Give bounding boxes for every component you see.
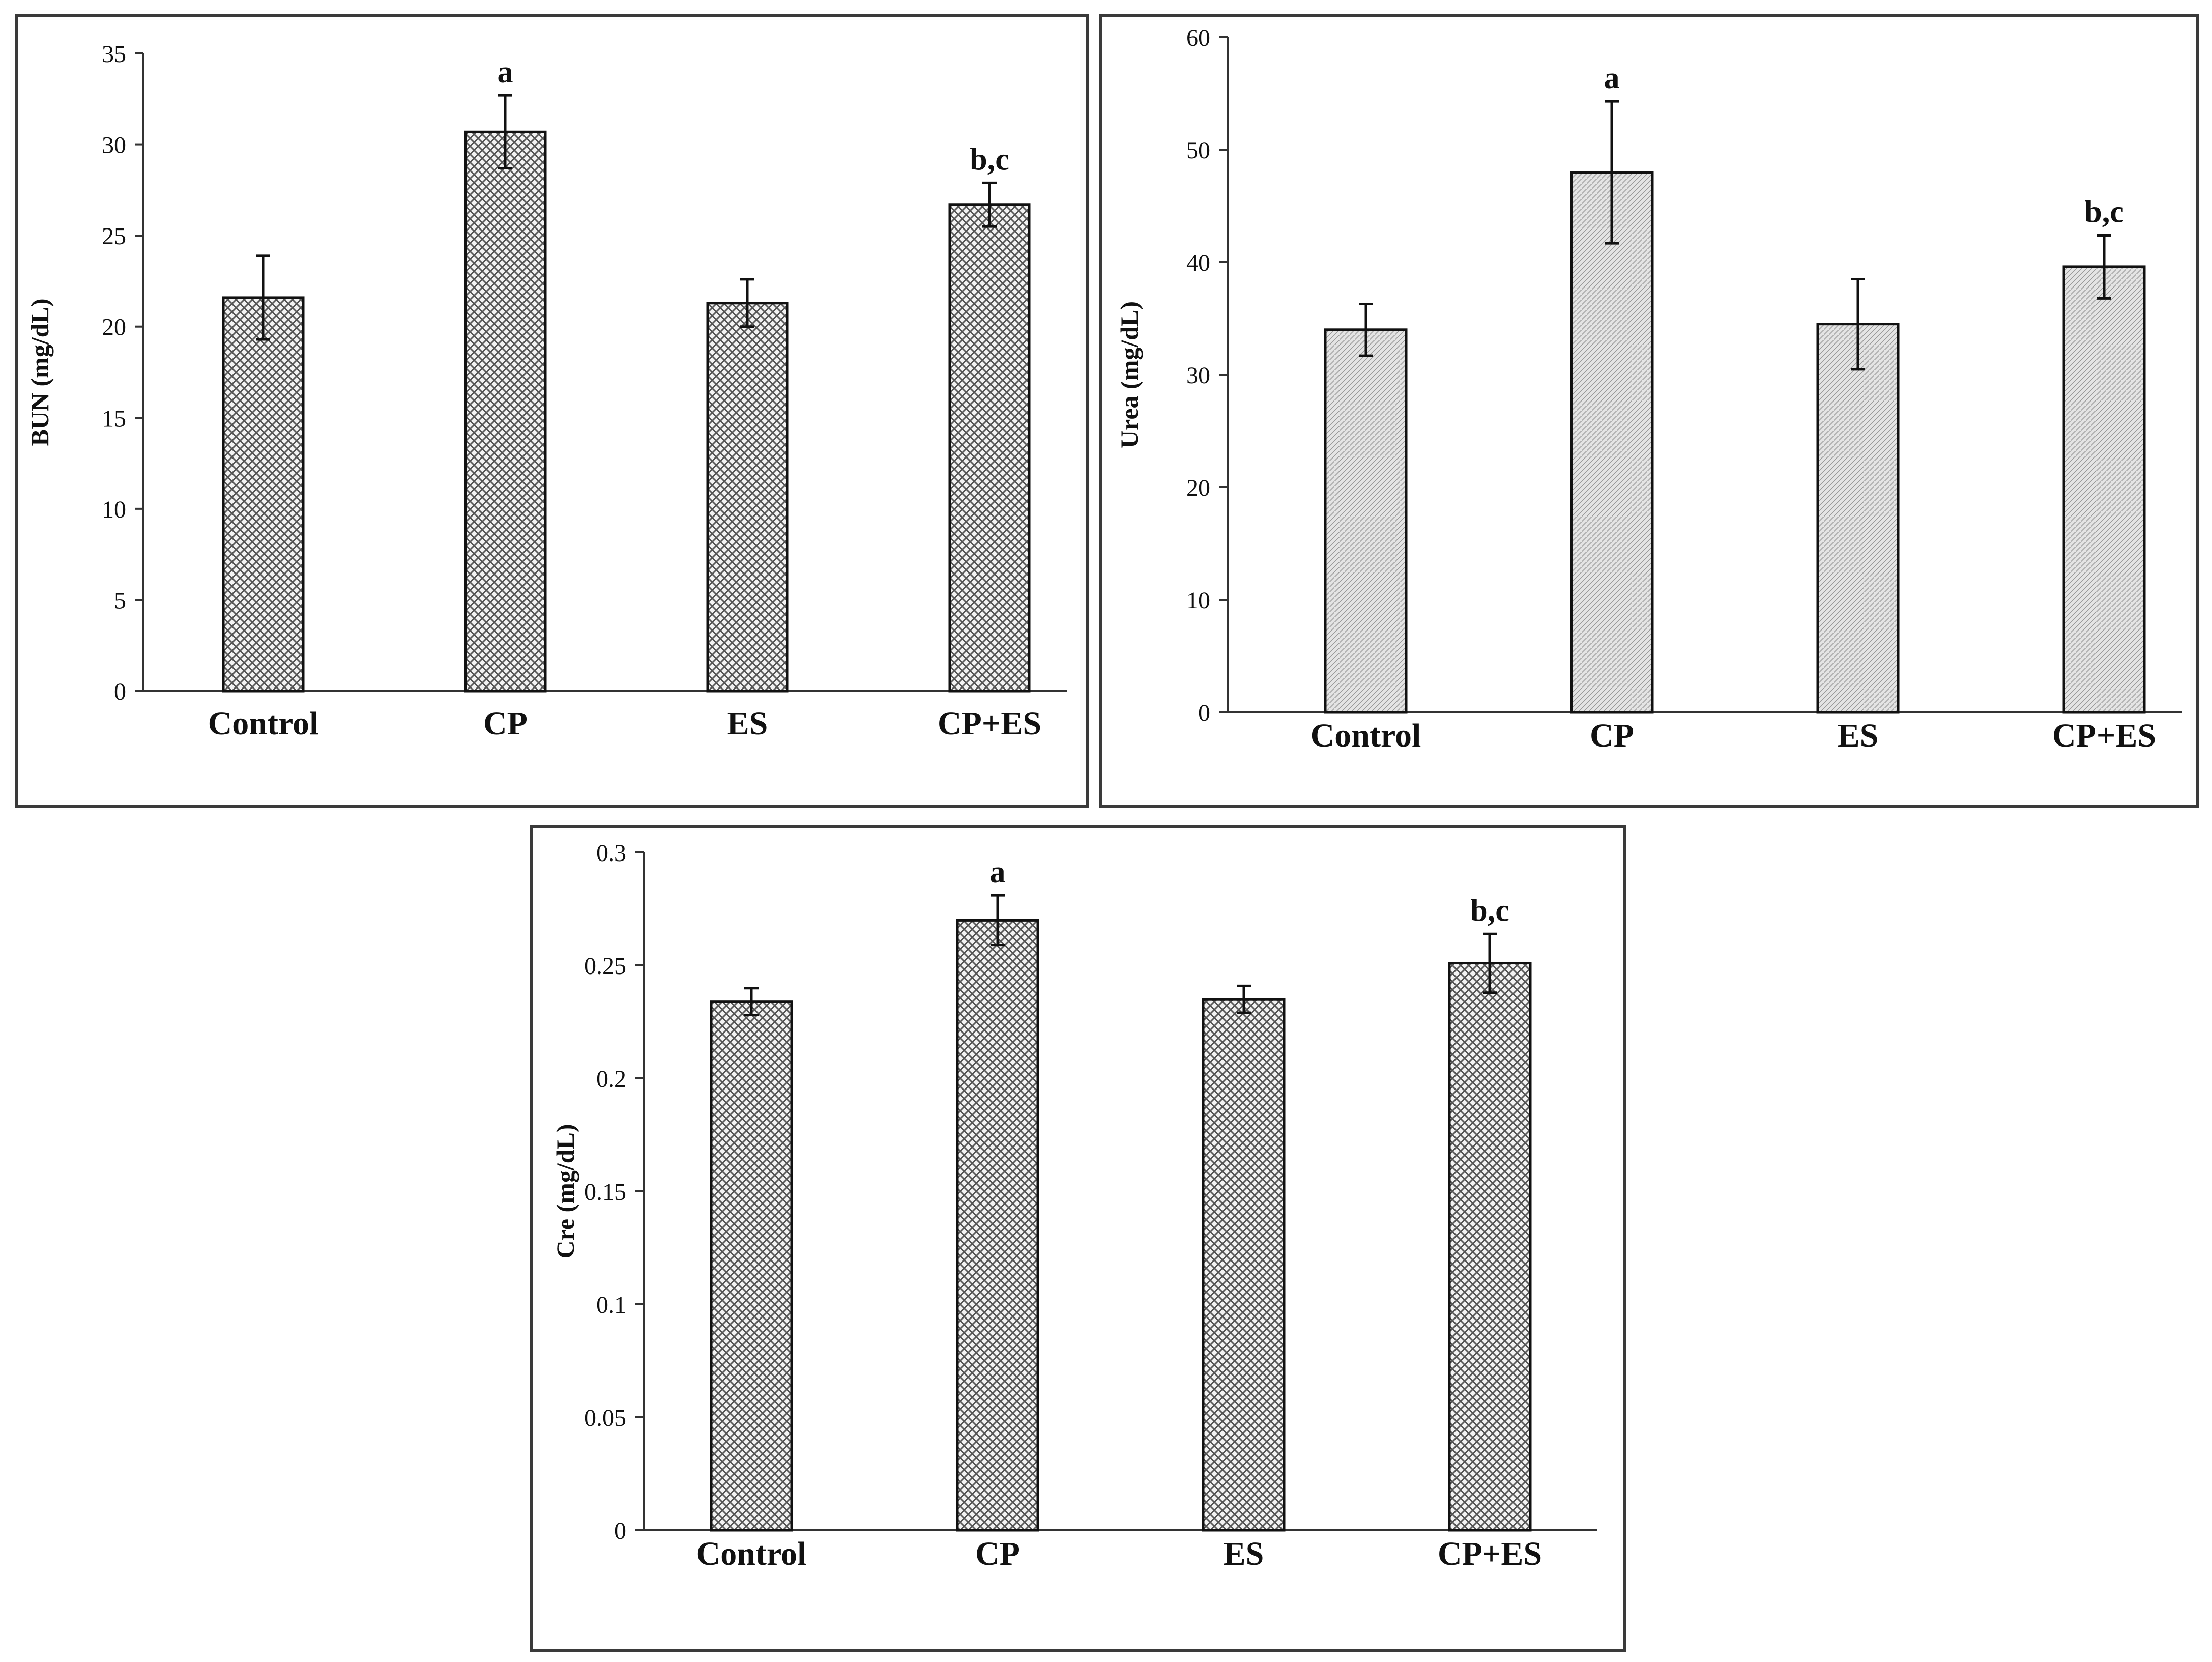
urea-bar	[2062, 265, 2146, 714]
urea-category-label: Control	[1311, 717, 1421, 754]
bun-category-label: ES	[727, 705, 768, 742]
cre-y-tick-label: 0.25	[584, 953, 626, 980]
bun-bar	[222, 296, 305, 693]
bun-bar	[464, 130, 547, 693]
urea-y-tick-label: 30	[1186, 362, 1210, 389]
urea-y-tick-label: 10	[1186, 587, 1210, 614]
cre-y-tick-label: 0.2	[596, 1066, 626, 1093]
bun-y-tick-label: 15	[102, 405, 126, 432]
cre-category-label: CP+ES	[1438, 1535, 1542, 1572]
urea-y-tick-label: 50	[1186, 137, 1210, 164]
cre-y-tick-label: 0.3	[596, 840, 626, 867]
cre-bar	[1202, 998, 1286, 1532]
urea-significance-label: a	[1604, 61, 1620, 95]
urea-y-tick-label: 40	[1186, 250, 1210, 276]
cre-y-axis-label: Cre (mg/dL)	[551, 1124, 579, 1258]
bun-y-tick-label: 5	[114, 587, 126, 614]
urea-y-axis-label: Urea (mg/dL)	[1115, 301, 1143, 448]
bun-significance-label: a	[498, 55, 513, 89]
cre-category-label: CP	[975, 1535, 1020, 1572]
urea-y-tick-label: 0	[1198, 700, 1210, 726]
urea-category-label: CP+ES	[2052, 717, 2156, 754]
cre-significance-label: b,c	[1470, 893, 1509, 928]
urea-category-label: CP	[1590, 717, 1634, 754]
cre-y-tick-label: 0.1	[596, 1292, 626, 1319]
bun-category-label: CP+ES	[938, 705, 1041, 742]
bun-category-label: CP	[483, 705, 528, 742]
bun-y-tick-label: 0	[114, 678, 126, 705]
urea-bar	[1570, 171, 1654, 714]
cre-significance-label: a	[990, 855, 1006, 889]
bun-y-tick-label: 10	[102, 496, 126, 523]
cre-bar	[710, 1000, 793, 1532]
cre-bar	[956, 919, 1039, 1532]
urea-category-label: ES	[1838, 717, 1879, 754]
bun-bar	[948, 203, 1031, 693]
cre-y-tick-label: 0	[614, 1518, 626, 1544]
cre-bar	[1448, 962, 1532, 1532]
cre-chart-panel: 0 0.05 0.1 0.15 0.2 0.25 0.3 Cre (mg/dL) Control…	[530, 825, 1626, 1652]
bun-significance-label: b,c	[970, 142, 1009, 177]
urea-significance-label: b,c	[2084, 195, 2124, 229]
bun-chart-panel: 0 5 10 15 20 25 30 35 BUN (mg/dL) Control a CP ES b,c…	[15, 14, 1089, 808]
bun-y-tick-label: 20	[102, 314, 126, 341]
cre-y-tick-label: 0.05	[584, 1405, 626, 1431]
cre-y-tick-label: 0.15	[584, 1179, 626, 1206]
bun-y-tick-label: 35	[102, 41, 126, 68]
urea-bar	[1324, 328, 1408, 714]
bun-y-tick-label: 25	[102, 223, 126, 250]
cre-category-label: ES	[1224, 1535, 1264, 1572]
bun-chart: 0 5 10 15 20 25 30 35 BUN (mg/dL) Control a CP ES b,c…	[26, 41, 1067, 742]
urea-chart: 0 10 20 30 40 50 60 Urea (mg/dL) Control a CP ES b,c…	[1115, 25, 2182, 754]
cre-chart: 0 0.05 0.1 0.15 0.2 0.25 0.3 Cre (mg/dL) Control…	[551, 840, 1597, 1572]
bun-category-label: Control	[208, 705, 319, 742]
urea-y-tick-label: 20	[1186, 475, 1210, 501]
bun-bar	[706, 302, 789, 693]
cre-category-label: Control	[696, 1535, 807, 1572]
bun-y-axis-label: BUN (mg/dL)	[26, 298, 54, 446]
urea-y-tick-label: 60	[1186, 25, 1210, 51]
urea-chart-panel: 0 10 20 30 40 50 60 Urea (mg/dL) Control a CP ES b,c…	[1099, 14, 2199, 808]
urea-bar	[1816, 323, 1900, 714]
bun-y-tick-label: 30	[102, 132, 126, 159]
